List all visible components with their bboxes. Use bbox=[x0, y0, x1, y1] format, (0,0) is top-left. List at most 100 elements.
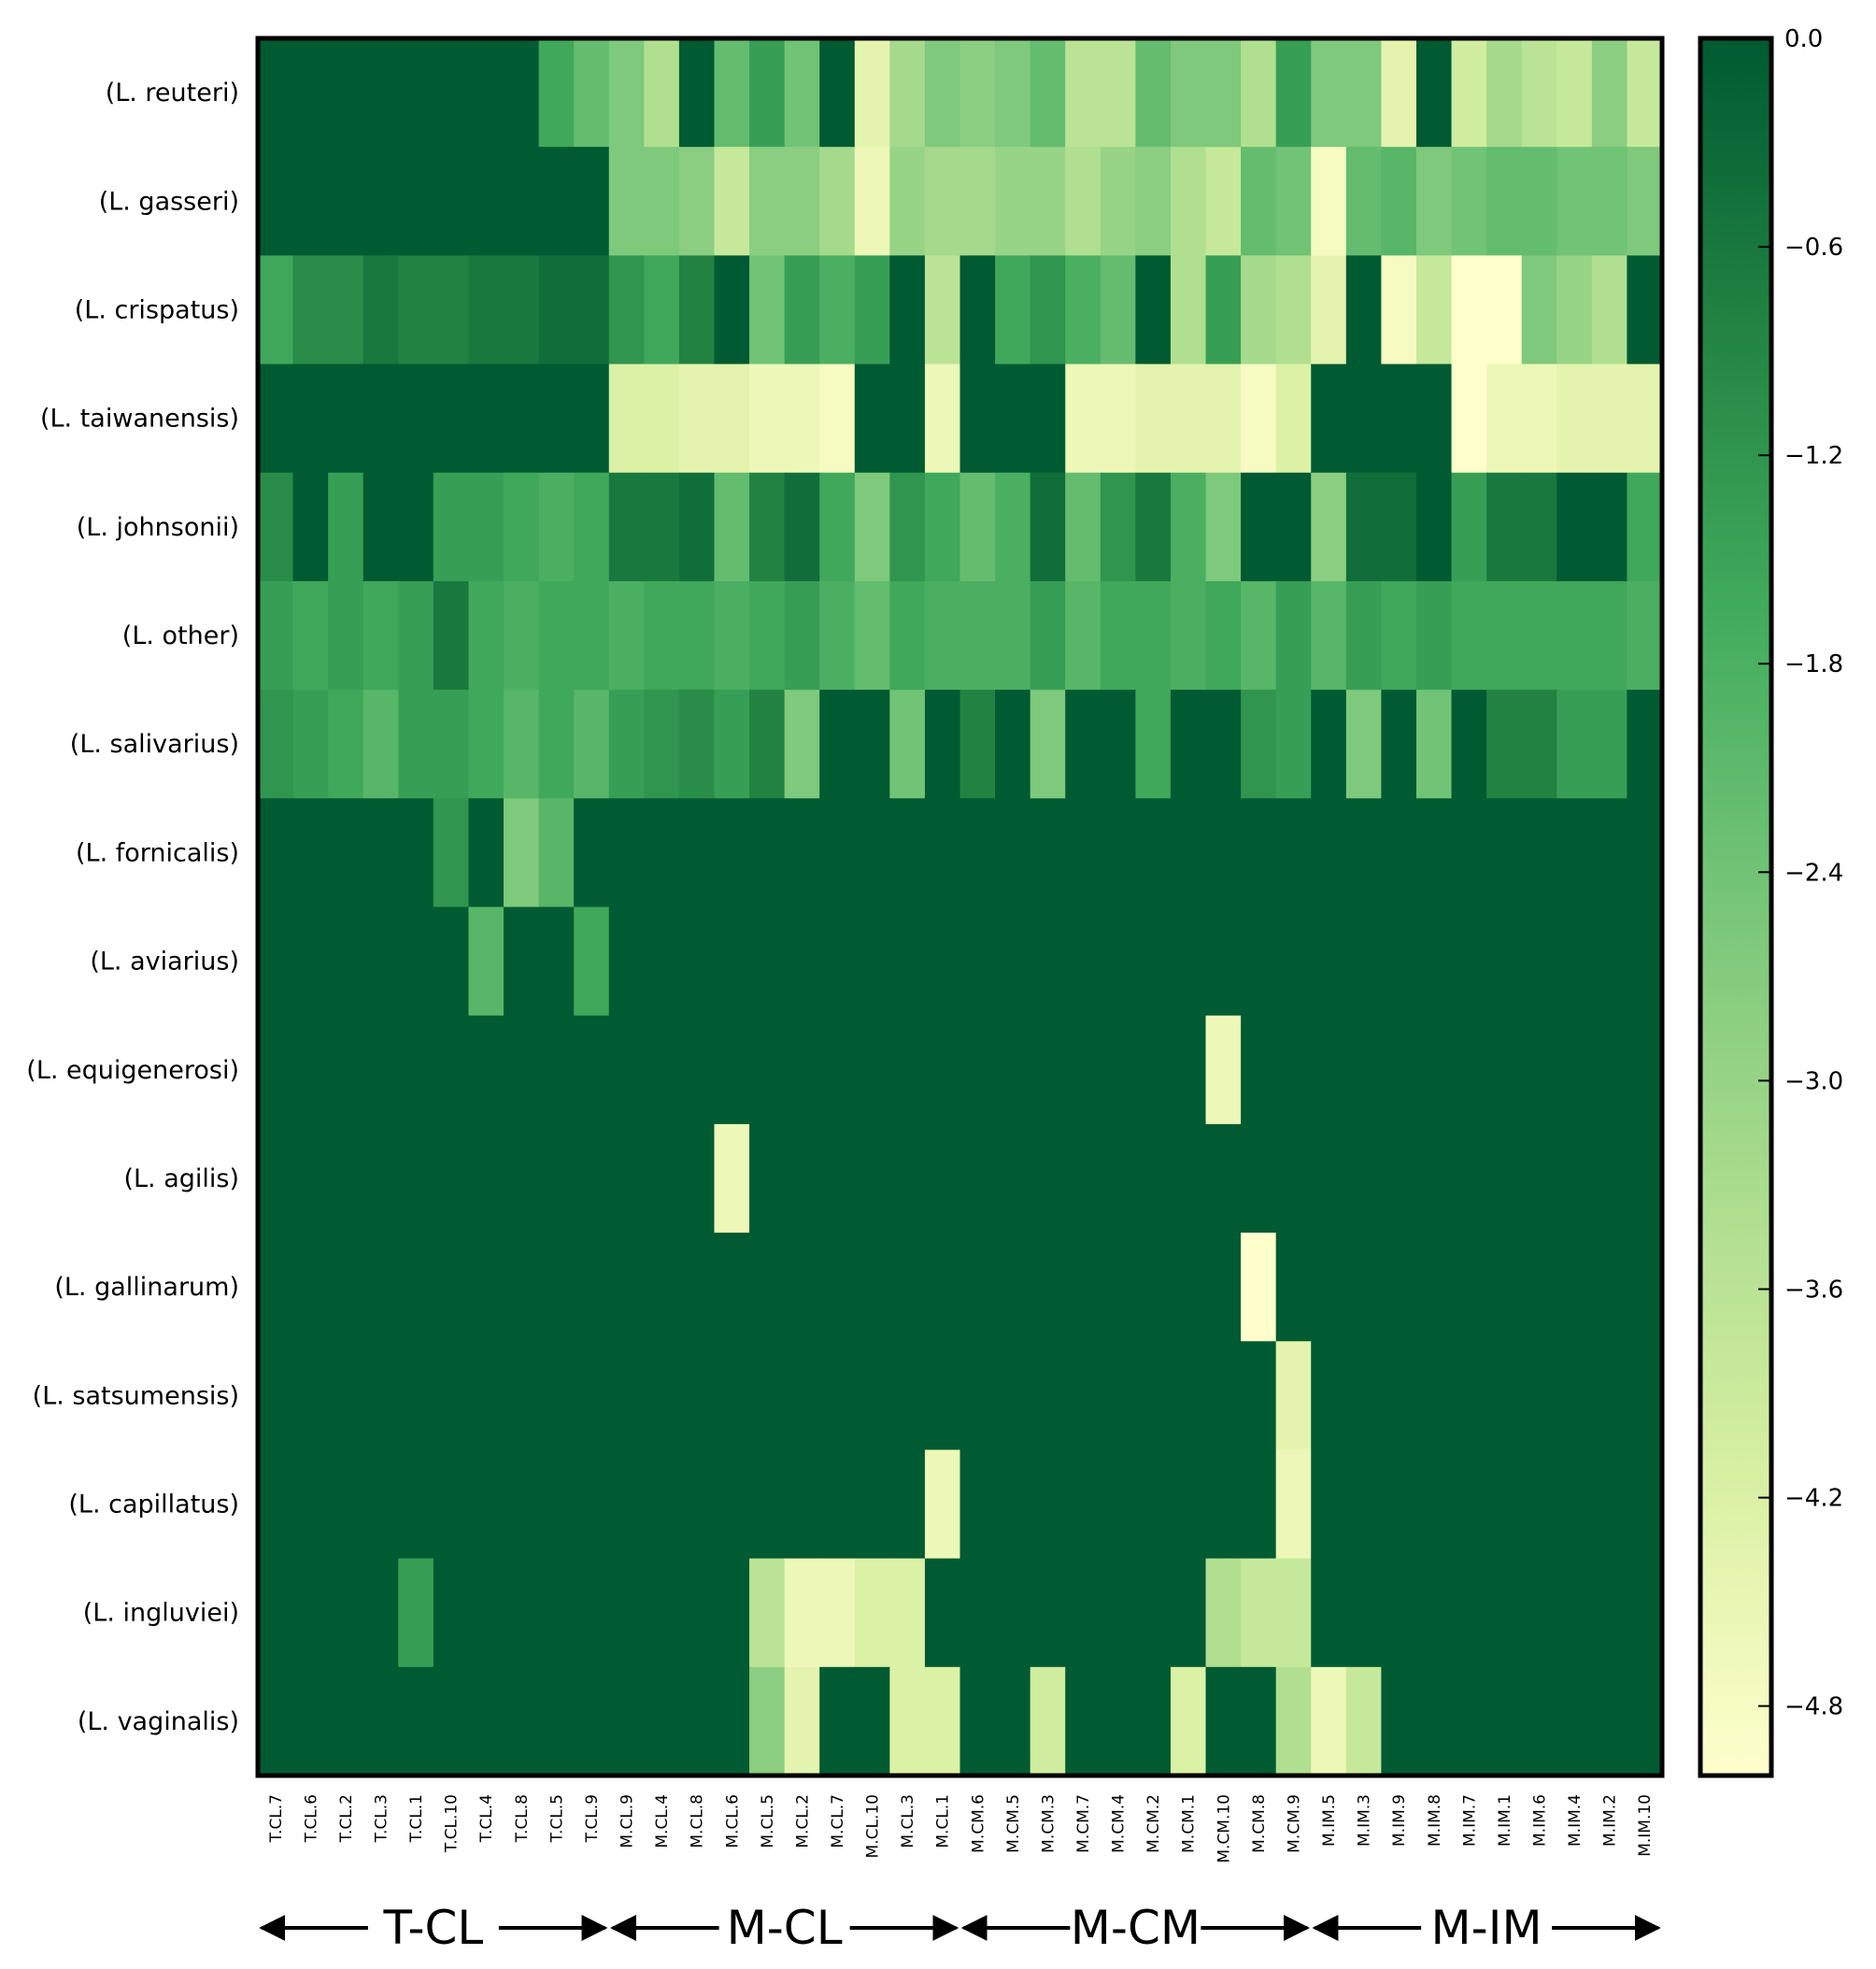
heatmap-cell bbox=[1381, 580, 1417, 691]
heatmap-cell bbox=[608, 580, 645, 691]
heatmap-cell bbox=[1311, 798, 1347, 908]
heatmap-cell bbox=[959, 1341, 996, 1451]
heatmap-cell bbox=[328, 1015, 364, 1125]
heatmap-cell bbox=[504, 1558, 540, 1668]
heatmap-cell bbox=[1591, 1123, 1628, 1234]
row-label: (L. gasseri) bbox=[99, 187, 239, 216]
heatmap-cell bbox=[362, 1233, 399, 1342]
heatmap-cell bbox=[1381, 1666, 1417, 1776]
heatmap-cell bbox=[924, 1558, 961, 1668]
column-label: M.CL.1 bbox=[934, 1794, 953, 1848]
heatmap-cell bbox=[574, 255, 610, 365]
heatmap-cell bbox=[608, 798, 645, 908]
heatmap-cell bbox=[1030, 364, 1066, 474]
heatmap-cell bbox=[819, 1666, 856, 1776]
heatmap-cell bbox=[819, 1558, 856, 1668]
row-label: (L. capillatus) bbox=[68, 1491, 239, 1520]
heatmap-cell bbox=[1170, 1558, 1207, 1668]
heatmap-cell bbox=[1556, 798, 1593, 908]
heatmap-cell bbox=[1311, 255, 1347, 365]
heatmap-cell bbox=[433, 38, 470, 148]
heatmap-cell bbox=[362, 1123, 399, 1234]
heatmap-cell bbox=[433, 1666, 470, 1776]
heatmap-cell bbox=[1415, 472, 1453, 582]
heatmap-cell bbox=[1065, 690, 1101, 799]
heatmap-cell bbox=[504, 1341, 540, 1451]
heatmap-cell bbox=[1241, 580, 1277, 691]
heatmap-cell bbox=[398, 38, 434, 148]
heatmap-cell bbox=[644, 38, 680, 148]
heatmap-cell bbox=[1241, 1341, 1277, 1451]
column-label: M.CM.5 bbox=[1004, 1794, 1023, 1853]
heatmap-cell bbox=[538, 38, 575, 148]
column-label: M.CL.9 bbox=[618, 1794, 637, 1848]
heatmap-cell bbox=[538, 798, 575, 908]
heatmap-cell bbox=[1591, 1449, 1628, 1560]
heatmap-cell bbox=[468, 1341, 505, 1451]
heatmap-cell bbox=[644, 472, 680, 582]
heatmap-cell bbox=[398, 1233, 434, 1342]
heatmap-cell bbox=[1135, 690, 1172, 799]
heatmap-cell bbox=[1556, 38, 1593, 148]
heatmap-cell bbox=[819, 38, 856, 148]
heatmap-cell bbox=[924, 1666, 961, 1776]
heatmap-cell bbox=[398, 1341, 434, 1451]
heatmap-cell bbox=[258, 1558, 294, 1668]
heatmap-cell bbox=[1556, 472, 1593, 582]
heatmap-cell bbox=[1030, 1666, 1066, 1776]
heatmap-cell bbox=[784, 1015, 820, 1125]
heatmap-cell bbox=[608, 1015, 645, 1125]
heatmap-cell bbox=[1170, 906, 1207, 1017]
heatmap-cell bbox=[714, 1449, 750, 1560]
heatmap-cell bbox=[1275, 147, 1312, 256]
heatmap-cell bbox=[398, 798, 434, 908]
heatmap-cell bbox=[1591, 1558, 1628, 1668]
heatmap-cell bbox=[292, 255, 329, 365]
heatmap-cell bbox=[1275, 364, 1312, 474]
heatmap-cell bbox=[328, 1449, 364, 1560]
heatmap-cell bbox=[328, 906, 364, 1017]
heatmap-cell bbox=[608, 1123, 645, 1234]
heatmap-cell bbox=[889, 580, 926, 691]
heatmap-cell bbox=[1275, 38, 1312, 148]
heatmap-cell bbox=[608, 906, 645, 1017]
plot-frame bbox=[255, 36, 1665, 1778]
heatmap-cell bbox=[362, 472, 399, 582]
heatmap-cell bbox=[1170, 1341, 1207, 1451]
heatmap-cell bbox=[258, 1123, 294, 1234]
heatmap-cell bbox=[1205, 690, 1242, 799]
heatmap-cell bbox=[995, 1449, 1031, 1560]
heatmap-cell bbox=[1065, 472, 1101, 582]
heatmap-cell bbox=[1030, 1233, 1066, 1342]
heatmap-cell bbox=[1627, 147, 1663, 256]
heatmap-cell bbox=[1170, 1449, 1207, 1560]
heatmap-cell bbox=[538, 472, 575, 582]
colorbar-tick-label: −3.0 bbox=[1784, 1067, 1843, 1095]
heatmap-cell bbox=[538, 906, 575, 1017]
heatmap-cell bbox=[1591, 1233, 1628, 1342]
heatmap-cell bbox=[784, 798, 820, 908]
heatmap-cell bbox=[1100, 1341, 1136, 1451]
heatmap-cell bbox=[995, 38, 1031, 148]
heatmap-cell bbox=[959, 38, 996, 148]
heatmap-cell bbox=[854, 1233, 890, 1342]
column-label: T.CL.9 bbox=[583, 1794, 602, 1843]
heatmap-cell bbox=[258, 580, 294, 691]
heatmap-cell bbox=[258, 255, 294, 365]
heatmap-cell bbox=[995, 1233, 1031, 1342]
heatmap-cell bbox=[1627, 1233, 1663, 1342]
heatmap-cell bbox=[995, 1123, 1031, 1234]
heatmap-cell bbox=[1556, 906, 1593, 1017]
heatmap-cell bbox=[1170, 1666, 1207, 1776]
heatmap-cell bbox=[784, 580, 820, 691]
heatmap-cell bbox=[328, 472, 364, 582]
row-label: (L. agilis) bbox=[123, 1164, 239, 1193]
heatmap-cell bbox=[924, 1449, 961, 1560]
heatmap-cell bbox=[819, 580, 856, 691]
heatmap-cell bbox=[1451, 1233, 1487, 1342]
heatmap-cell bbox=[1627, 580, 1663, 691]
heatmap-cell bbox=[328, 690, 364, 799]
heatmap-cell bbox=[1311, 906, 1347, 1017]
heatmap-cell bbox=[1451, 147, 1487, 256]
heatmap-cell bbox=[714, 1233, 750, 1342]
